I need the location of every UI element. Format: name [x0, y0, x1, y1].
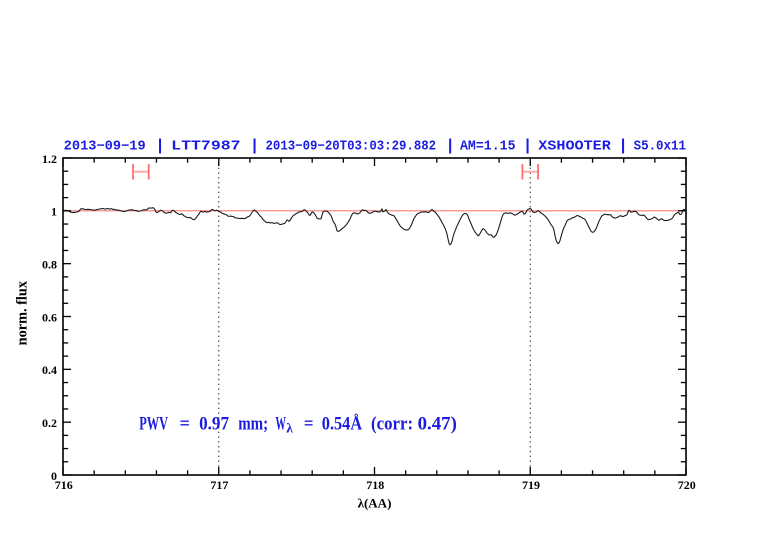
svg-text:(corr:: (corr: — [371, 414, 413, 435]
svg-text:0.97: 0.97 — [199, 414, 229, 435]
svg-text:716: 716 — [55, 478, 73, 492]
svg-text:0.6: 0.6 — [42, 310, 57, 324]
svg-text:PWV: PWV — [139, 414, 168, 435]
svg-text:0: 0 — [51, 469, 57, 483]
svg-text:718: 718 — [366, 478, 384, 492]
svg-text:λ: λ — [286, 421, 293, 436]
svg-text:|: | — [618, 137, 628, 155]
svg-text:|: | — [250, 137, 260, 155]
svg-text:|: | — [445, 137, 455, 155]
svg-text:2013−09−20T03:03:29.882: 2013−09−20T03:03:29.882 — [266, 140, 437, 155]
svg-text:AM=1.15: AM=1.15 — [460, 140, 516, 155]
svg-text:1.2: 1.2 — [42, 152, 57, 166]
svg-text:|: | — [155, 137, 165, 155]
svg-text:0.8: 0.8 — [42, 258, 57, 272]
svg-text:0.4: 0.4 — [42, 363, 57, 377]
svg-text:W: W — [275, 414, 286, 435]
svg-text:0.2: 0.2 — [42, 416, 57, 430]
svg-text:2013−09−19: 2013−09−19 — [64, 140, 146, 155]
svg-text:λ(AA): λ(AA) — [358, 496, 392, 511]
svg-text:norm. flux: norm. flux — [15, 280, 31, 345]
svg-text:XSHOOTER: XSHOOTER — [538, 140, 612, 155]
svg-text:0.47): 0.47) — [418, 414, 457, 435]
svg-text:720: 720 — [678, 478, 696, 492]
svg-text:1: 1 — [51, 205, 57, 219]
svg-text:=: = — [304, 414, 314, 435]
svg-text:719: 719 — [522, 478, 540, 492]
svg-text:=: = — [180, 414, 190, 435]
svg-text:|: | — [523, 137, 533, 155]
svg-text:S5.0x11: S5.0x11 — [634, 140, 686, 155]
svg-text:LTT7987: LTT7987 — [171, 140, 240, 155]
svg-text:mm;: mm; — [238, 414, 268, 435]
svg-text:0.54Å: 0.54Å — [322, 414, 363, 435]
svg-text:717: 717 — [210, 478, 228, 492]
